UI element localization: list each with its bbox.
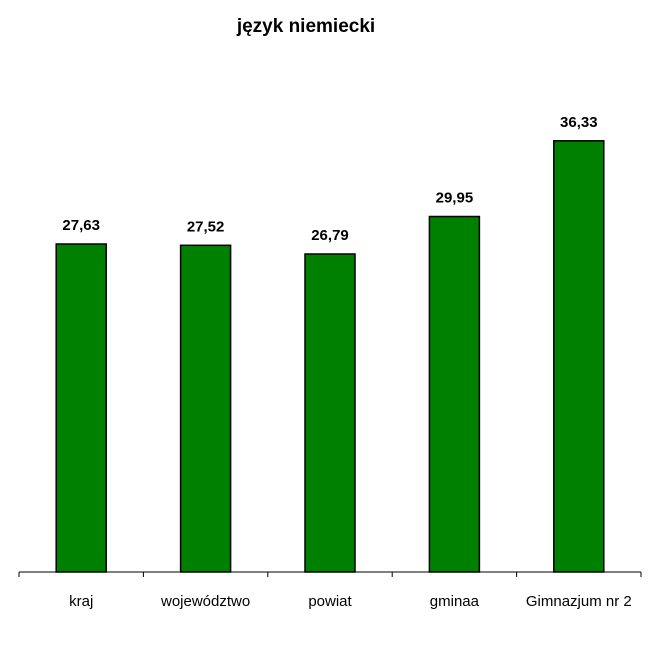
data-label-4: 36,33 xyxy=(560,114,598,131)
bar-4 xyxy=(553,140,605,573)
labels-layer: 27,63 kraj 27,52 województwo 26,79 powiat 29,9… xyxy=(62,114,631,610)
bars-layer xyxy=(55,140,605,573)
category-label-4: Gimnazjum nr 2 xyxy=(526,593,632,610)
category-label-2: powiat xyxy=(308,593,352,610)
bar-0 xyxy=(55,243,107,573)
data-label-3: 29,95 xyxy=(436,190,474,207)
data-label-0: 27,63 xyxy=(62,217,100,234)
data-label-2: 26,79 xyxy=(311,227,349,244)
bar-1 xyxy=(179,244,232,573)
chart-title: język niemiecki xyxy=(236,16,376,37)
category-label-1: województwo xyxy=(160,593,250,610)
bar-2 xyxy=(304,253,356,573)
category-label-0: kraj xyxy=(69,593,93,610)
category-label-3: gminaa xyxy=(430,593,480,610)
data-label-1: 27,52 xyxy=(187,218,225,235)
bar-3 xyxy=(428,215,481,573)
x-axis xyxy=(18,571,642,577)
